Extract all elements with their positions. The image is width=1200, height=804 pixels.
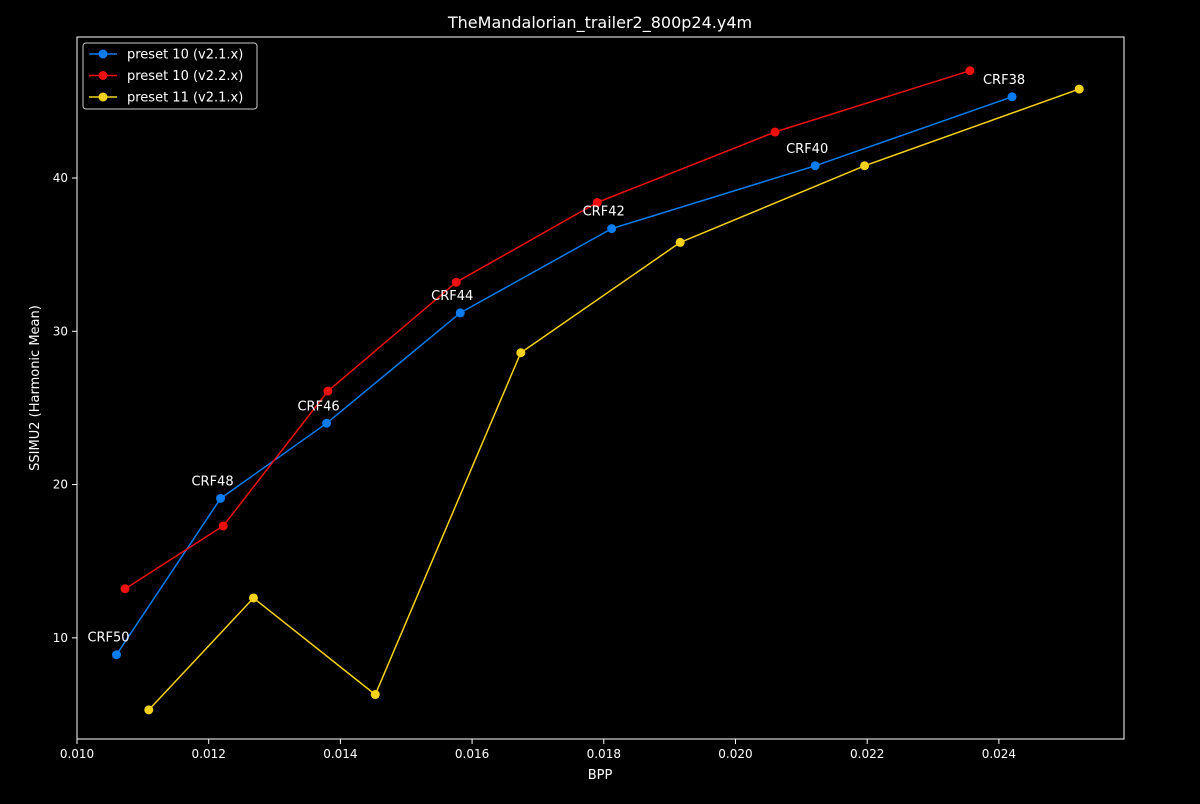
crf-annotation: CRF40 [786,142,828,157]
data-point [1007,92,1017,102]
legend-entry-label: preset 10 (v2.1.x) [127,48,243,63]
y-tick-label: 20 [53,478,68,492]
data-point [248,593,258,603]
series-lines [112,66,1084,715]
crf-annotation: CRF38 [983,73,1025,88]
x-axis-label: BPP [588,768,613,783]
data-point [218,521,228,531]
data-point [810,161,820,171]
crf-annotation: CRF50 [87,631,129,646]
data-point [370,690,380,700]
series-3 [144,84,1084,715]
x-tick-label: 0.018 [587,747,621,761]
legend-marker [98,92,108,102]
crf-annotation: CRF46 [297,399,339,414]
data-point [323,386,333,396]
x-tick-label: 0.022 [850,747,884,761]
crf-annotation: CRF42 [583,205,625,220]
legend-entry-label: preset 10 (v2.2.x) [127,69,243,84]
legend-marker [98,49,108,59]
legend-entry-label: preset 11 (v2.1.x) [127,91,243,106]
x-tick-label: 0.012 [192,747,226,761]
x-tick-label: 0.010 [60,747,94,761]
data-point [860,161,870,171]
data-point [770,127,780,137]
series-1 [112,92,1017,660]
data-point [1074,84,1084,94]
legend-marker [98,71,108,80]
data-point [675,237,685,247]
chart-title: TheMandalorian_trailer2_800p24.y4m [447,13,752,33]
data-point [455,308,465,318]
data-point [120,584,130,594]
data-point [516,348,526,358]
y-tick-label: 30 [53,324,68,338]
legend: preset 10 (v2.1.x) preset 10 (v2.2.x) pres… [82,42,258,110]
series-2 [120,66,975,594]
x-tick-label: 0.014 [323,747,357,761]
y-tick-label: 10 [53,631,68,645]
y-axis-label: SSIMU2 (Harmonic Mean) [28,305,43,471]
y-tick-label: 40 [53,171,68,185]
data-point [607,224,617,234]
x-tick-label: 0.020 [718,747,752,761]
data-point [965,66,975,76]
data-point [216,493,226,503]
plot-frame [76,36,1125,740]
axes: 0.010 0.012 0.014 0.016 0.018 0.020 0.022 0.024… [53,171,1016,761]
data-point [144,705,154,715]
data-point [451,277,461,287]
data-point [112,650,122,660]
crf-annotation: CRF44 [431,289,473,304]
crf-annotation: CRF48 [191,474,233,489]
data-point [592,198,602,208]
annotations: CRF50 CRF48 CRF46 CRF44 CRF42 CRF40 CRF38 [87,73,1025,646]
data-point [322,418,332,428]
x-tick-label: 0.024 [982,747,1016,761]
legend-box [82,42,258,110]
x-tick-label: 0.016 [455,747,489,761]
